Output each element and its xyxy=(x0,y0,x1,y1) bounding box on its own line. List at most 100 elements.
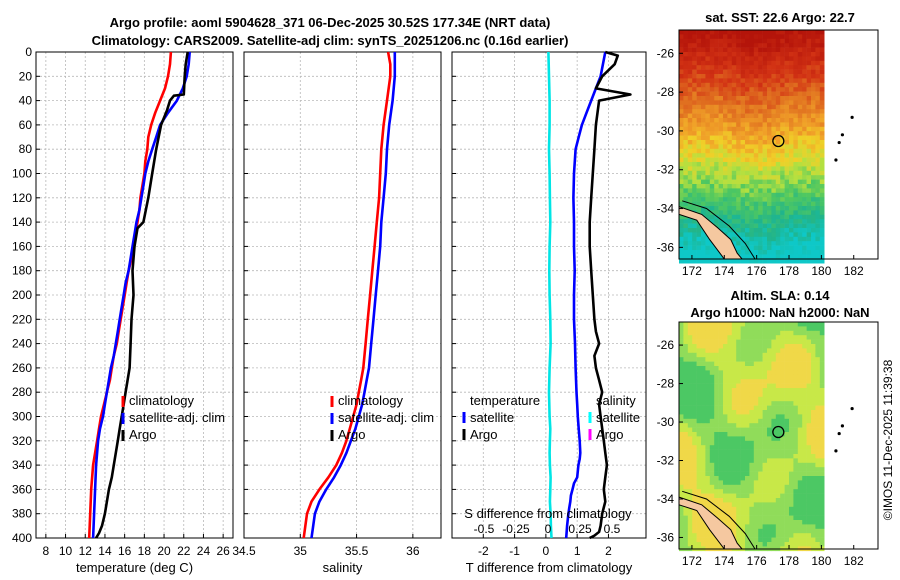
heatmap-cell xyxy=(740,396,746,402)
heatmap-cell xyxy=(687,118,693,123)
heatmap-cell xyxy=(701,60,706,66)
heatmap-cell xyxy=(789,361,794,367)
heatmap-cell xyxy=(714,493,719,499)
heatmap-cell xyxy=(762,34,768,40)
heatmap-cell xyxy=(692,74,697,79)
heatmap-cell xyxy=(701,30,706,35)
heatmap-cell xyxy=(762,118,768,123)
heatmap-cell xyxy=(679,322,684,327)
heatmap-cell xyxy=(679,454,684,459)
heatmap-cell xyxy=(771,188,777,194)
heatmap-cell xyxy=(745,427,750,433)
heatmap-cell xyxy=(701,179,706,185)
heatmap-cell xyxy=(745,484,750,490)
heatmap-cell xyxy=(727,480,733,486)
heatmap-cell xyxy=(806,440,812,446)
heatmap-cell xyxy=(811,179,816,185)
heatmap-cell xyxy=(780,348,785,354)
heatmap-cell xyxy=(789,410,794,415)
heatmap-cell xyxy=(696,533,702,538)
heatmap-cell xyxy=(723,69,728,75)
heatmap-cell xyxy=(749,109,755,114)
heatmap-cell xyxy=(815,405,821,411)
heatmap-cell xyxy=(771,542,777,547)
heatmap-cell xyxy=(771,210,777,216)
heatmap-cell xyxy=(758,96,763,101)
heatmap-cell xyxy=(740,392,746,398)
heatmap-cell xyxy=(683,458,689,464)
heatmap-cell xyxy=(692,493,697,499)
heatmap-cell xyxy=(718,379,724,384)
heatmap-cell xyxy=(705,458,711,464)
heatmap-cell xyxy=(758,348,763,354)
heatmap-cell xyxy=(718,383,724,389)
heatmap-cell xyxy=(740,498,746,503)
heatmap-cell xyxy=(789,74,794,79)
heatmap-cell xyxy=(731,122,737,128)
heatmap-cell xyxy=(811,533,816,538)
heatmap-cell xyxy=(705,157,711,163)
heatmap-cell xyxy=(745,524,750,530)
heatmap-cell xyxy=(701,462,706,468)
heatmap-cell xyxy=(731,414,737,420)
heatmap-cell xyxy=(709,458,715,464)
heatmap-cell xyxy=(679,330,684,336)
heatmap-cell xyxy=(806,489,812,494)
heatmap-cell xyxy=(819,201,825,207)
heatmap-cell xyxy=(687,418,693,424)
y-tick-label: -28 xyxy=(657,377,675,391)
heatmap-cell xyxy=(709,170,715,176)
heatmap-cell xyxy=(780,206,785,211)
heatmap-cell xyxy=(775,113,781,119)
heatmap-cell xyxy=(784,140,790,145)
heatmap-cell xyxy=(797,232,803,238)
heatmap-cell xyxy=(758,520,763,525)
heatmap-cell xyxy=(762,511,768,516)
heatmap-cell xyxy=(696,396,702,402)
heatmap-cell xyxy=(709,361,715,367)
heatmap-cell xyxy=(749,405,755,411)
heatmap-cell xyxy=(811,427,816,433)
heatmap-cell xyxy=(811,201,816,207)
heatmap-cell xyxy=(683,82,689,88)
heatmap-cell xyxy=(714,418,719,424)
heatmap-cell xyxy=(714,449,719,455)
heatmap-cell xyxy=(687,476,693,481)
heatmap-cell xyxy=(749,96,755,101)
heatmap-cell xyxy=(753,374,759,380)
heatmap-cell xyxy=(753,192,759,198)
heatmap-cell xyxy=(718,366,724,371)
heatmap-cell xyxy=(806,427,812,433)
heatmap-cell xyxy=(780,100,785,106)
heatmap-cell xyxy=(696,524,702,530)
heatmap-cell xyxy=(758,388,763,393)
heatmap-cell xyxy=(705,454,711,459)
heatmap-cell xyxy=(797,148,803,154)
heatmap-cell xyxy=(723,170,728,176)
heatmap-cell xyxy=(819,467,825,472)
heatmap-cell xyxy=(789,82,794,88)
heatmap-cell xyxy=(709,144,715,150)
heatmap-cell xyxy=(797,436,803,442)
heatmap-cell xyxy=(819,162,825,167)
heatmap-cell xyxy=(784,471,790,477)
heatmap-cell xyxy=(797,379,803,384)
heatmap-cell xyxy=(687,166,693,172)
heatmap-cell xyxy=(815,379,821,384)
heatmap-cell xyxy=(784,232,790,238)
heatmap-cell xyxy=(793,506,799,512)
heatmap-cell xyxy=(687,144,693,150)
heatmap-cell xyxy=(775,489,781,494)
heatmap-cell xyxy=(767,379,772,384)
heatmap-cell xyxy=(745,352,750,358)
heatmap-cell xyxy=(736,38,741,44)
heatmap-cell xyxy=(793,219,799,224)
heatmap-cell xyxy=(819,392,825,398)
heatmap-cell xyxy=(701,418,706,424)
heatmap-cell xyxy=(714,219,719,224)
heatmap-cell xyxy=(679,219,684,224)
heatmap-cell xyxy=(687,467,693,472)
heatmap-cell xyxy=(723,410,728,415)
heatmap-cell xyxy=(815,60,821,66)
heatmap-cell xyxy=(683,445,689,450)
